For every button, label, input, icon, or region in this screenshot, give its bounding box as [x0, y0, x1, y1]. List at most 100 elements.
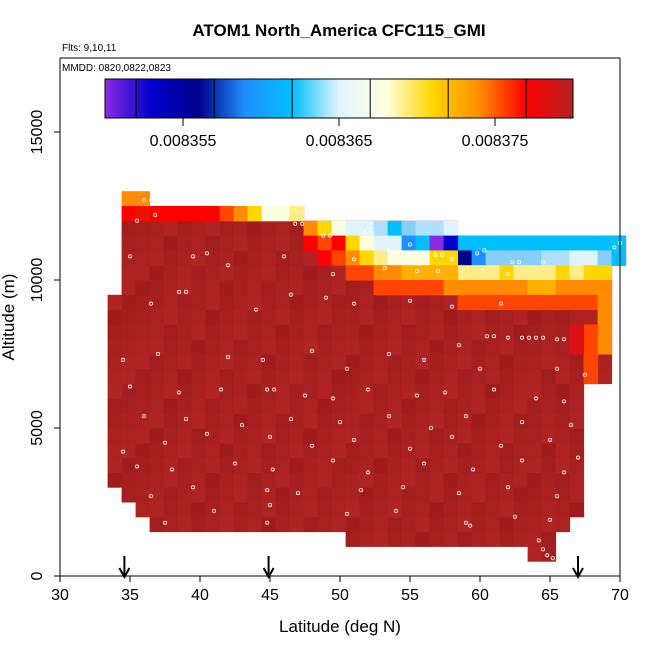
heatmap-cell — [121, 220, 137, 237]
heatmap-cell — [527, 235, 543, 251]
heatmap-cell — [415, 324, 431, 340]
heatmap-cell — [121, 354, 137, 370]
heatmap-cell — [135, 383, 151, 399]
heatmap-cell — [149, 472, 165, 488]
heatmap-cell — [149, 324, 165, 340]
heatmap-cell — [485, 265, 501, 281]
heatmap-cell — [163, 502, 179, 518]
heatmap-cell — [527, 457, 543, 473]
heatmap-cell — [121, 457, 137, 473]
sample-point — [225, 263, 230, 268]
heatmap-cell — [135, 324, 151, 340]
sample-point — [365, 387, 370, 392]
heatmap-cell — [359, 487, 375, 503]
heatmap-cell — [345, 516, 361, 533]
heatmap-cell — [275, 265, 291, 281]
heatmap-cell — [569, 309, 585, 325]
sample-point — [321, 233, 326, 238]
y-tick-label: 10000 — [29, 258, 46, 303]
sample-point — [309, 443, 314, 448]
heatmap-cell — [289, 487, 305, 503]
heatmap-cell — [135, 368, 151, 385]
heatmap-cell — [121, 413, 137, 429]
heatmap-cell — [611, 250, 627, 266]
sample-point — [536, 538, 541, 543]
heatmap-cell — [135, 502, 151, 518]
heatmap-cell — [317, 220, 333, 237]
heatmap-cell — [149, 280, 165, 296]
heatmap-cell — [485, 324, 501, 340]
heatmap-cell — [317, 354, 333, 370]
heatmap-cell — [583, 368, 599, 385]
heatmap-cell — [107, 294, 123, 311]
sample-point — [141, 414, 146, 419]
heatmap-cell — [359, 442, 375, 459]
heatmap-cell — [247, 220, 263, 237]
sample-point — [510, 260, 515, 265]
heatmap-cell — [387, 354, 403, 370]
heatmap-cell — [373, 472, 389, 488]
heatmap-cell — [401, 368, 417, 385]
heatmap-cell — [359, 428, 375, 444]
heatmap-cell — [261, 502, 277, 518]
heatmap-cell — [555, 265, 571, 281]
heatmap-cell — [247, 472, 263, 488]
heatmap-cell — [121, 309, 137, 325]
heatmap-cell — [233, 383, 249, 399]
sample-point — [162, 440, 167, 445]
heatmap-cell — [317, 502, 333, 518]
sample-point — [328, 233, 333, 238]
heatmap-cell — [569, 442, 585, 459]
heatmap-cell — [317, 413, 333, 429]
heatmap-cell — [415, 472, 431, 488]
sample-point — [550, 556, 555, 561]
sample-point — [190, 254, 195, 259]
heatmap-cell — [513, 487, 529, 503]
heatmap-cell — [555, 457, 571, 473]
heatmap-cell — [359, 368, 375, 385]
heatmap-cell — [289, 442, 305, 459]
heatmap-cell — [331, 428, 347, 444]
sample-point — [517, 260, 522, 265]
heatmap-cell — [205, 354, 221, 370]
heatmap-cell — [219, 383, 235, 399]
heatmap-cell — [555, 368, 571, 385]
heatmap-cell — [387, 368, 403, 385]
heatmap-cell — [513, 398, 529, 414]
heatmap-cell — [527, 354, 543, 370]
heatmap-cell — [345, 280, 361, 296]
heatmap-cell — [191, 428, 207, 444]
x-tick-label: 30 — [51, 587, 69, 604]
heatmap-cell — [163, 265, 179, 281]
heatmap-cell — [443, 368, 459, 385]
heatmap-cell — [149, 265, 165, 281]
heatmap-cell — [121, 250, 137, 266]
heatmap-cell — [541, 368, 557, 385]
x-tick-label: 35 — [121, 587, 139, 604]
heatmap-cell — [233, 368, 249, 385]
heatmap-cell — [289, 339, 305, 355]
heatmap-cell — [457, 368, 473, 385]
heatmap-cell — [555, 487, 571, 503]
heatmap-cell — [471, 516, 487, 533]
heatmap-cell — [499, 250, 515, 266]
sample-point — [449, 304, 454, 309]
sample-point — [253, 307, 258, 312]
heatmap-cell — [121, 398, 137, 414]
heatmap-cell — [261, 487, 277, 503]
heatmap-cell — [527, 294, 543, 311]
heatmap-cell — [219, 442, 235, 459]
heatmap-cell — [583, 250, 599, 266]
heatmap-cell — [191, 442, 207, 459]
heatmap-cell — [275, 457, 291, 473]
heatmap-cell — [135, 294, 151, 311]
sample-point — [576, 455, 581, 460]
heatmap-cell — [569, 472, 585, 488]
sample-point — [351, 301, 356, 306]
heatmap-cell — [289, 502, 305, 518]
heatmap-cell — [303, 280, 319, 296]
sample-point — [498, 301, 503, 306]
sample-point — [386, 351, 391, 356]
heatmap-cell — [471, 294, 487, 311]
sample-point — [300, 221, 305, 226]
